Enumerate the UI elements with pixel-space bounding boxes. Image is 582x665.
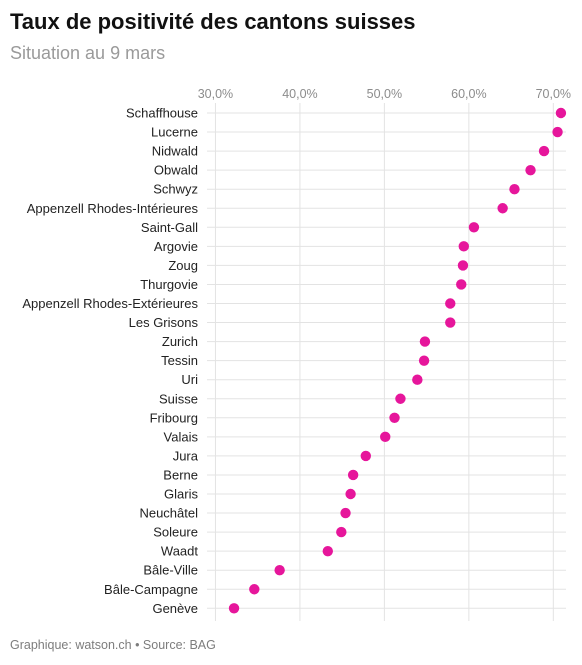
data-point bbox=[468, 222, 480, 233]
data-point bbox=[458, 241, 469, 252]
data-point bbox=[412, 374, 423, 385]
x-tick-label: 50,0% bbox=[367, 87, 402, 101]
category-label: Appenzell Rhodes-Intérieures bbox=[27, 201, 199, 216]
category-label: Valais bbox=[164, 429, 199, 444]
category-label: Schaffhouse bbox=[126, 106, 198, 121]
data-point bbox=[228, 603, 240, 614]
data-point bbox=[336, 526, 347, 538]
data-point bbox=[555, 107, 567, 119]
data-point bbox=[249, 584, 260, 595]
category-label: Soleure bbox=[153, 525, 198, 540]
data-point bbox=[497, 203, 508, 214]
data-point bbox=[445, 298, 456, 309]
category-label: Glaris bbox=[164, 487, 198, 502]
x-axis-ticks: 30,0% 40,0% 50,0% 60,0% 70,0% bbox=[198, 87, 571, 101]
x-tick-label: 40,0% bbox=[282, 87, 317, 101]
category-label: Obwald bbox=[154, 163, 198, 178]
category-label: Saint-Gall bbox=[141, 220, 198, 235]
data-point bbox=[457, 260, 469, 271]
category-labels: Schaffhouse Lucerne Nidwald Obwald Schwyz App… bbox=[22, 106, 198, 616]
category-label: Nidwald bbox=[152, 144, 198, 159]
x-tick-label: 60,0% bbox=[451, 87, 486, 101]
data-points bbox=[228, 107, 567, 614]
category-label: Zoug bbox=[168, 258, 198, 273]
chart-title: Taux de positivité des cantons suisses bbox=[10, 9, 416, 34]
data-point bbox=[274, 565, 285, 576]
grid-lines bbox=[207, 103, 566, 621]
category-label: Argovie bbox=[154, 239, 198, 254]
data-point bbox=[418, 355, 430, 366]
category-label: Fribourg bbox=[150, 410, 198, 425]
category-label: Neuchâtel bbox=[139, 506, 198, 521]
data-point bbox=[380, 431, 391, 443]
category-label: Berne bbox=[163, 467, 198, 482]
category-label: Jura bbox=[173, 448, 199, 463]
data-point bbox=[538, 145, 550, 157]
data-point bbox=[322, 545, 333, 557]
data-point bbox=[509, 184, 520, 195]
category-label: Genève bbox=[152, 601, 198, 616]
data-point bbox=[345, 488, 356, 500]
chart-subtitle: Situation au 9 mars bbox=[10, 43, 166, 63]
category-label: Zurich bbox=[162, 334, 198, 349]
category-label: Suisse bbox=[159, 391, 198, 406]
category-label: Lucerne bbox=[151, 125, 198, 140]
category-label: Les Grisons bbox=[129, 315, 199, 330]
data-point bbox=[456, 279, 467, 290]
x-tick-label: 70,0% bbox=[536, 87, 571, 101]
category-label: Thurgovie bbox=[140, 277, 198, 292]
data-point bbox=[552, 126, 563, 138]
category-label: Bâle-Campagne bbox=[104, 582, 198, 597]
category-label: Uri bbox=[181, 372, 198, 387]
data-point bbox=[347, 469, 359, 481]
x-tick-label: 30,0% bbox=[198, 87, 233, 101]
category-label: Waadt bbox=[161, 544, 198, 559]
category-label: Schwyz bbox=[153, 182, 198, 197]
chart-footer-credit: Graphique: watson.ch • Source: BAG bbox=[10, 638, 216, 652]
data-point bbox=[389, 412, 400, 423]
data-point bbox=[340, 507, 351, 519]
category-label: Bâle-Ville bbox=[143, 563, 198, 578]
data-point bbox=[525, 164, 536, 176]
category-label: Tessin bbox=[161, 353, 198, 368]
data-point bbox=[360, 450, 372, 462]
data-point bbox=[445, 317, 456, 328]
data-point bbox=[395, 393, 406, 404]
data-point bbox=[419, 336, 431, 347]
category-label: Appenzell Rhodes-Extérieures bbox=[22, 296, 198, 311]
